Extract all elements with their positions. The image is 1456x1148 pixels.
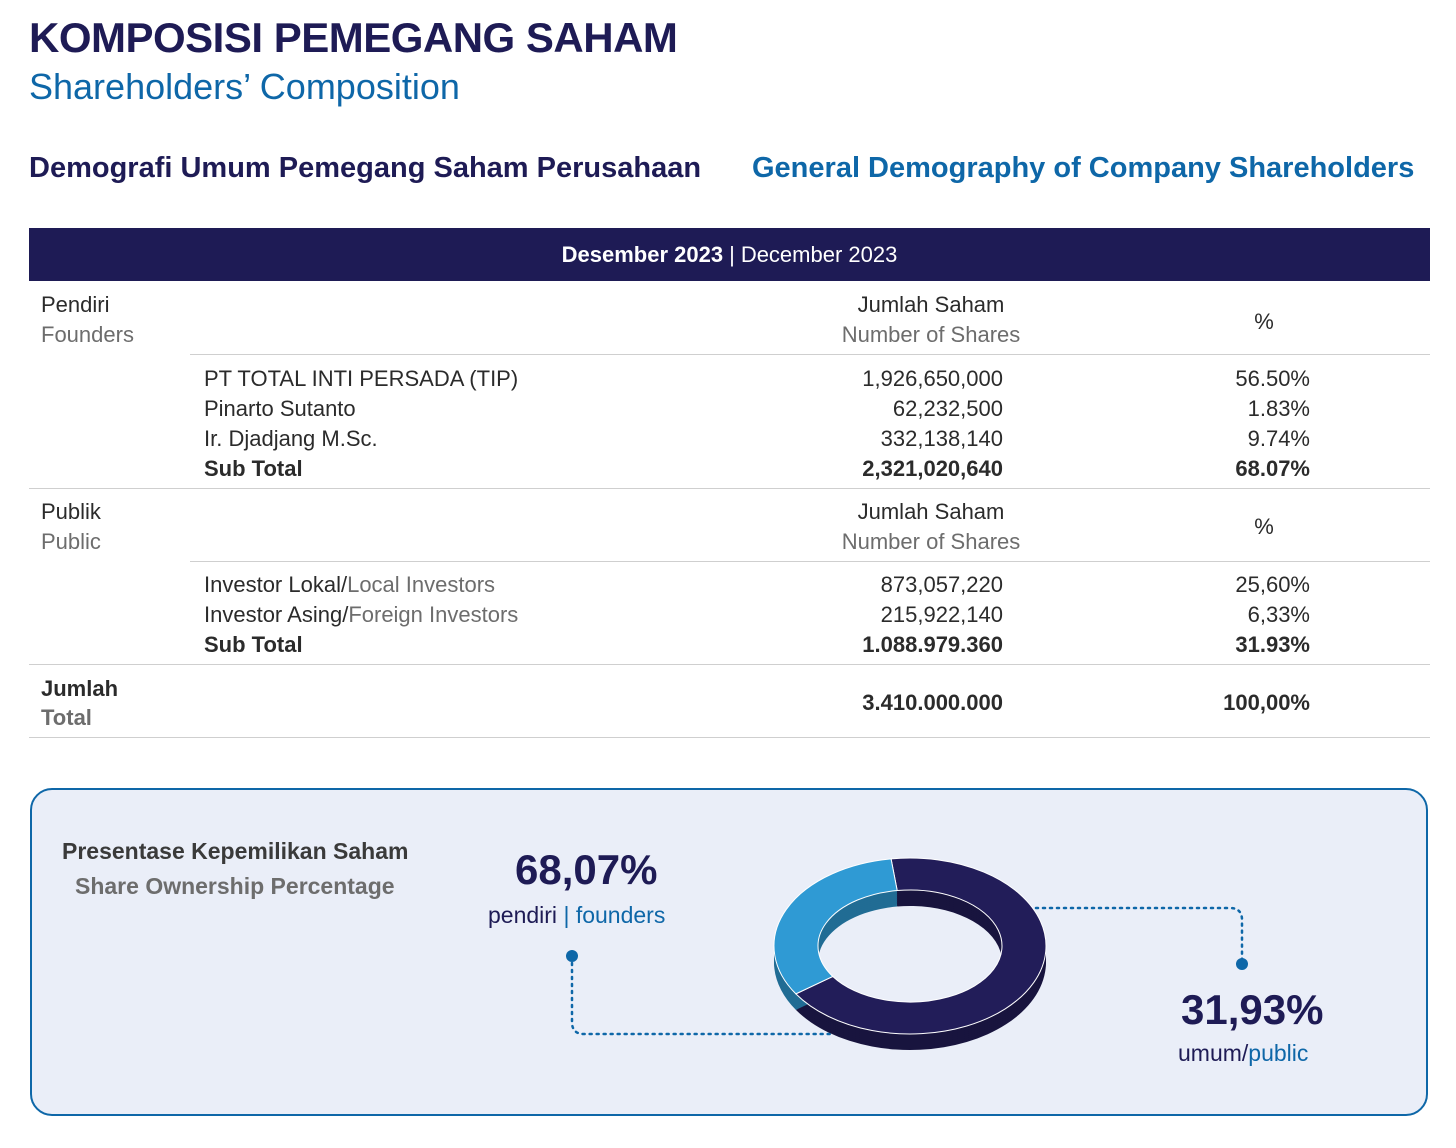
section-title-english: General Demography of Company Shareholde… (752, 152, 1415, 184)
investor-name: Investor Lokal/Local Investors (204, 570, 495, 600)
page-title: KOMPOSISI PEMEGANG SAHAM (29, 14, 678, 61)
founder-percent: 1.83% (1247, 396, 1310, 421)
founders-leader-dot (566, 950, 578, 962)
percent-column-header: % (1254, 514, 1274, 539)
founders-label-en: founders (575, 902, 666, 928)
public-subtotal-percent: 31.93% (1235, 632, 1310, 657)
founders-label-id: pendiri (488, 902, 558, 928)
founder-name: PT TOTAL INTI PERSADA (TIP) (204, 366, 519, 391)
total-percent: 100,00% (1223, 690, 1310, 715)
period-separator: | (729, 241, 735, 267)
legend-separator: | (563, 902, 570, 928)
shares-column-header-english: Number of Shares (841, 322, 1021, 347)
page-title-english: Shareholders’ Composition (29, 66, 460, 107)
investor-name-id: Investor Lokal/ (204, 572, 348, 597)
public-percentage: 31,93% (1181, 986, 1324, 1033)
total-label-english: Total (41, 705, 92, 730)
donut-slice-public (773, 858, 898, 995)
investor-name: Investor Asing/Foreign Investors (204, 600, 518, 630)
founders-subtotal-label: Sub Total (204, 456, 303, 481)
divider (190, 354, 1430, 355)
table-header-bar: Desember 2023 | December 2023 (29, 228, 1430, 281)
public-label-english: Public (41, 529, 101, 554)
total-label: Jumlah (41, 676, 119, 701)
divider (29, 737, 1430, 738)
public-label-en: public (1248, 1040, 1309, 1066)
public-label: Publik (41, 499, 101, 524)
public-leader-line (1013, 906, 1244, 966)
investor-shares: 215,922,140 (880, 602, 1003, 627)
donut-slice-founders (795, 857, 1047, 1035)
ownership-title: Presentase Kepemilikan Saham (62, 838, 409, 864)
founder-shares: 62,232,500 (892, 396, 1003, 421)
period-label-english: December 2023 (740, 241, 898, 267)
founder-shares: 332,138,140 (880, 426, 1003, 451)
founders-subtotal-percent: 68.07% (1235, 456, 1310, 481)
founders-subtotal-shares: 2,321,020,640 (862, 456, 1003, 481)
public-label-id: umum/ (1178, 1040, 1249, 1066)
public-subtotal-shares: 1.088.979.360 (862, 632, 1003, 657)
investor-name-english: Local Investors (347, 572, 496, 597)
founders-leader-line (570, 954, 834, 1036)
founders-label-english: Founders (41, 322, 134, 347)
investor-name-english: Foreign Investors (348, 602, 519, 627)
founder-percent: 9.74% (1247, 426, 1310, 451)
ownership-title-english: Share Ownership Percentage (75, 873, 395, 899)
public-leader-dot (1236, 958, 1248, 970)
period-label: Desember 2023 (561, 241, 724, 267)
founder-name: Ir. Djadjang M.Sc. (204, 426, 378, 451)
ownership-donut-chart (773, 857, 1047, 1050)
public-legend: umum/public (1178, 1040, 1308, 1067)
percent-column-header: % (1254, 309, 1274, 334)
founders-percentage: 68,07% (515, 846, 658, 893)
founder-percent: 56.50% (1235, 366, 1310, 391)
public-subtotal-label: Sub Total (204, 632, 303, 657)
founders-legend: pendiri | founders (488, 902, 665, 929)
shares-column-header: Jumlah Saham (857, 499, 1005, 524)
founder-name: Pinarto Sutanto (204, 396, 356, 421)
investor-name-id: Investor Asing/ (204, 602, 349, 627)
founder-shares: 1,926,650,000 (862, 366, 1003, 391)
shares-column-header: Jumlah Saham (857, 292, 1005, 317)
total-shares: 3.410.000.000 (862, 690, 1003, 715)
divider (190, 561, 1430, 562)
investor-percent: 25,60% (1235, 572, 1310, 597)
section-title: Demografi Umum Pemegang Saham Perusahaan (29, 152, 702, 184)
ownership-panel (30, 788, 1428, 1116)
founders-label: Pendiri (41, 292, 110, 317)
divider (29, 488, 1430, 489)
shares-column-header-english: Number of Shares (841, 529, 1021, 554)
divider (29, 664, 1430, 665)
investor-percent: 6,33% (1247, 602, 1310, 627)
investor-shares: 873,057,220 (880, 572, 1003, 597)
